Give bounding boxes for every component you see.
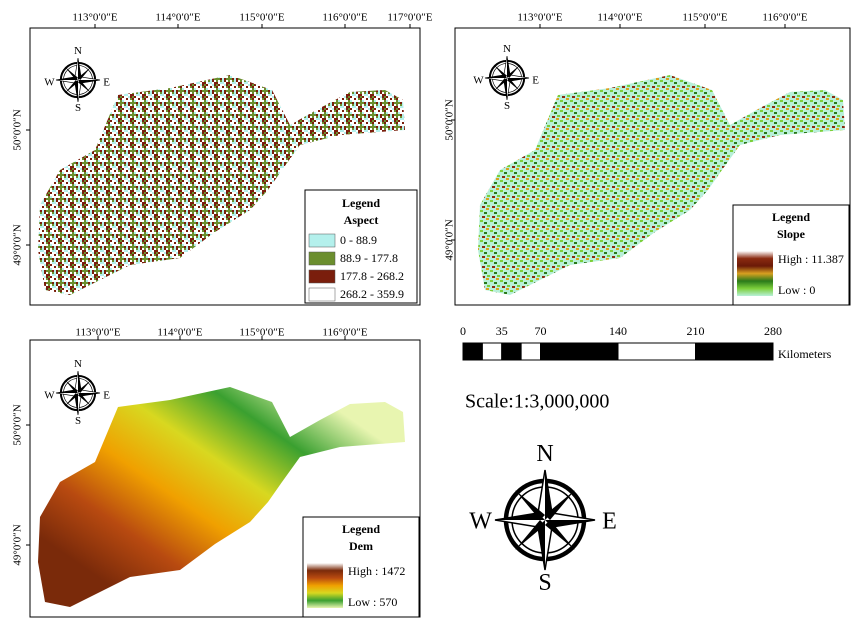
lat-label: 50°0′0″N	[12, 109, 24, 150]
compass-label: E	[103, 390, 110, 402]
legend-swatch	[309, 234, 335, 247]
legend-swatch	[309, 288, 335, 301]
scale-tick-label: 210	[687, 324, 705, 338]
lon-label: 113°0′0″E	[72, 12, 117, 24]
legend-label: 268.2 - 359.9	[340, 287, 404, 301]
lat-label: 49°0′0″N	[12, 524, 24, 565]
legend-ramp	[737, 251, 773, 296]
scale-segment	[696, 343, 774, 360]
legend-title: Legend	[342, 196, 380, 210]
compass-label: S	[75, 102, 81, 114]
scale-tick-label: 0	[460, 324, 466, 338]
scale-tick-label: 35	[496, 324, 508, 338]
legend-title: Legend	[772, 210, 810, 224]
scale-tick-label: 140	[609, 324, 627, 338]
scale-unit: Kilometers	[778, 347, 832, 361]
legend-low: Low : 570	[348, 595, 397, 609]
legend-label: 177.8 - 268.2	[340, 269, 404, 283]
legend-layer: Slope	[777, 227, 806, 241]
scale-segment	[463, 343, 482, 360]
scale-segment	[521, 343, 540, 360]
compass-label: W	[44, 390, 55, 402]
lat-label: 50°0′0″N	[12, 404, 24, 445]
legend-label: 0 - 88.9	[340, 233, 377, 247]
scale-segment	[618, 343, 696, 360]
legend-ramp	[307, 563, 343, 608]
scale-segment	[502, 343, 521, 360]
compass-rose	[495, 470, 595, 570]
lon-label: 117°0′0″E	[387, 12, 432, 24]
lon-label: 114°0′0″E	[597, 12, 642, 24]
lon-label: 114°0′0″E	[155, 12, 200, 24]
legend-high: High : 11.387	[778, 252, 844, 266]
compass-label: E	[532, 75, 539, 87]
lon-label: 116°0′0″E	[762, 12, 807, 24]
compass-label: W	[44, 77, 55, 89]
compass-label: N	[536, 441, 553, 467]
legend-swatch	[309, 270, 335, 283]
compass-label: E	[602, 509, 617, 535]
lon-label: 115°0′0″E	[682, 12, 727, 24]
compass-label: N	[503, 43, 511, 55]
scale-segment	[541, 343, 619, 360]
compass-label: E	[103, 77, 110, 89]
legend-high: High : 1472	[348, 564, 405, 578]
legend-low: Low : 0	[778, 283, 815, 297]
scale-text: Scale:1:3,000,000	[465, 391, 609, 413]
compass-label: W	[473, 75, 484, 87]
compass-label: N	[74, 45, 82, 57]
compass-label: N	[74, 358, 82, 370]
compass-label: S	[504, 100, 510, 112]
scale-tick-label: 70	[535, 324, 547, 338]
map-figure: 113°0′0″E 114°0′0″E 115°0′0″E 116°0′0″E 117°…	[0, 0, 854, 627]
legend-title: Legend	[342, 522, 380, 536]
legend-layer: Dem	[349, 539, 373, 553]
legend-layer: Aspect	[344, 213, 379, 227]
compass-label: S	[538, 570, 551, 596]
lon-label: 116°0′0″E	[322, 12, 367, 24]
scale-tick-label: 280	[764, 324, 782, 338]
compass-label: W	[469, 509, 492, 535]
lat-label: 49°0′0″N	[12, 224, 24, 265]
legend-label: 88.9 - 177.8	[340, 251, 398, 265]
lon-label: 113°0′0″E	[517, 12, 562, 24]
scale-segment	[482, 343, 501, 360]
lon-label: 115°0′0″E	[239, 12, 284, 24]
compass-label: S	[75, 415, 81, 427]
legend-swatch	[309, 252, 335, 265]
